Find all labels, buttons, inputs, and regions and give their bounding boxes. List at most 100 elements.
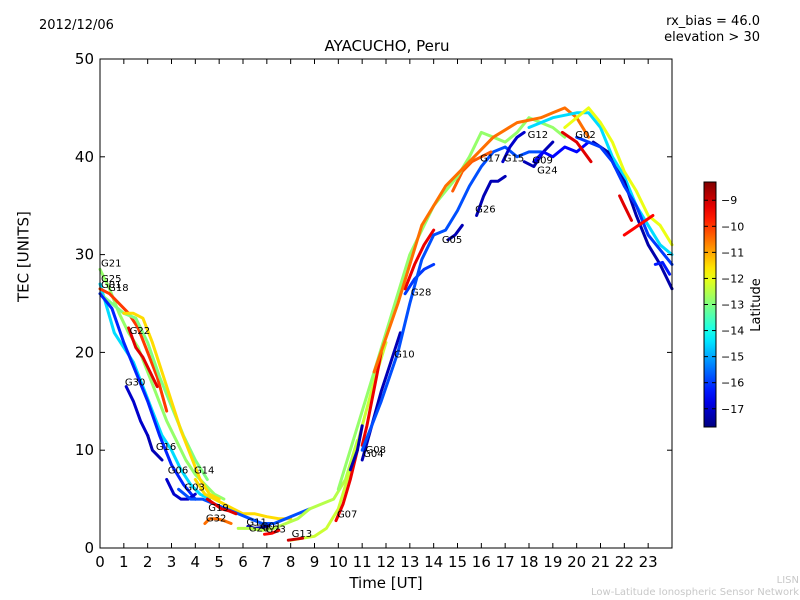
series-line-g13b (286, 536, 305, 542)
series-line-g04 (348, 424, 364, 472)
colorbar-tick-label: −17 (721, 403, 744, 416)
satellite-label: G14 (194, 466, 214, 477)
x-tick-label: 3 (167, 553, 177, 571)
x-tick-label: 14 (424, 553, 443, 571)
series-line-g13 (289, 341, 388, 542)
satellite-label: G17 (480, 154, 500, 165)
x-tick-label: 12 (376, 553, 395, 571)
x-tick-label: 6 (238, 553, 248, 571)
x-tick-label: 23 (639, 553, 658, 571)
satellite-label: G26 (475, 205, 495, 216)
series-line-g29 (563, 106, 674, 247)
x-tick-label: 13 (400, 553, 419, 571)
x-tick-label: 2 (143, 553, 153, 571)
satellite-label: G32 (206, 514, 226, 525)
series-line-g05b (360, 145, 543, 452)
series-line-g02 (372, 106, 591, 374)
y-axis-label: TEC [UNITS] (14, 211, 33, 302)
series-line-g20b (618, 194, 633, 222)
x-tick-label: 1 (119, 553, 129, 571)
satellite-label: G28 (411, 288, 431, 299)
x-tick-label: 20 (567, 553, 586, 571)
info-block: rx_bias = 46.0 elevation > 30 (664, 14, 760, 46)
x-tick-label: 4 (191, 553, 201, 571)
satellite-label: G06 (168, 466, 188, 477)
series-line-g22 (122, 311, 221, 501)
satellite-label: G07 (337, 510, 357, 521)
y-tick-label: 30 (75, 246, 94, 264)
satellite-label: G23 (265, 524, 285, 535)
colorbar-tick-label: −16 (721, 377, 744, 390)
series-line-g20 (236, 438, 359, 532)
satellite-label: G15 (504, 154, 524, 165)
chart-title: AYACUCHO, Peru (0, 37, 800, 55)
x-tick-label: 9 (310, 553, 320, 571)
series-line-g14 (193, 478, 293, 521)
series-line-g30b (98, 292, 197, 501)
x-axis-label: Time [UT] (349, 574, 423, 592)
series-line-g02b (560, 130, 593, 164)
satellite-label: G09 (532, 156, 552, 167)
x-tick-label: 15 (448, 553, 467, 571)
series-line-g08 (360, 350, 383, 447)
series-line-g07 (334, 448, 359, 523)
satellite-label: G05 (442, 235, 462, 246)
series-line-g28b (403, 228, 436, 291)
x-tick-label: 5 (214, 553, 224, 571)
satellite-label: G10 (394, 349, 414, 360)
series-line-g18 (98, 287, 169, 413)
satellite-label: G01 (261, 521, 281, 532)
date-label: 2012/12/06 (39, 18, 114, 33)
satellite-label: G13 (292, 529, 312, 540)
x-tick-label: 18 (519, 553, 538, 571)
rx-bias-label: rx_bias = 46.0 (666, 14, 760, 29)
series-line-g22b (127, 326, 159, 389)
satellite-label: G01 (101, 280, 121, 291)
x-tick-label: 16 (472, 553, 491, 571)
satellite-label: G22 (130, 326, 150, 337)
credit-short: LISN (776, 575, 799, 586)
series-line-g05 (446, 223, 464, 242)
y-tick-label: 10 (75, 441, 94, 459)
colorbar-tick-label: −13 (721, 299, 744, 312)
satellite-label: G30 (125, 378, 145, 389)
colorbar-tick-label: −10 (721, 220, 744, 233)
satellite-label: G16 (156, 442, 176, 453)
x-tick-label: 7 (262, 553, 272, 571)
elevation-label: elevation > 30 (664, 30, 760, 45)
series-line-g23 (263, 528, 281, 536)
series-line-g26 (475, 174, 507, 217)
credit-long: Low-Latitude Ionospheric Sensor Network (591, 587, 799, 598)
colorbar-tick-label: −11 (721, 246, 744, 259)
colorbar-tick-label: −14 (721, 325, 744, 338)
colorbar-label: Latitude (749, 278, 764, 332)
x-tick-label: 22 (615, 553, 634, 571)
x-tick-label: 17 (496, 553, 515, 571)
x-tick-label: 11 (353, 553, 372, 571)
x-tick-label: 19 (543, 553, 562, 571)
series-line-g31 (527, 111, 674, 257)
x-tick-label: 0 (95, 553, 105, 571)
satellite-label: G12 (528, 130, 548, 141)
series-line-g12 (336, 116, 567, 491)
satellite-label: G11 (246, 518, 266, 529)
y-tick-label: 50 (75, 50, 94, 68)
satellite-label: G03 (184, 482, 204, 493)
series-line-g03 (177, 487, 312, 525)
satellite-label: G25 (101, 274, 121, 285)
series-line-g15 (501, 130, 526, 164)
series-line-g01 (98, 292, 209, 481)
series-line-g30 (124, 385, 150, 437)
series-line-g09 (522, 140, 555, 169)
chart-title-text: AYACUCHO, Peru (324, 37, 450, 55)
satellite-label: G21 (101, 258, 121, 269)
satellite-label: G04 (363, 449, 383, 460)
series-line-g24 (532, 140, 591, 164)
satellite-label: G18 (108, 283, 128, 294)
series-line-g16b (622, 214, 655, 237)
satellite-label: G08 (366, 445, 386, 456)
satellite-label: G20 (249, 523, 269, 534)
x-tick-label: 10 (329, 553, 348, 571)
series-line-g27 (591, 140, 674, 291)
